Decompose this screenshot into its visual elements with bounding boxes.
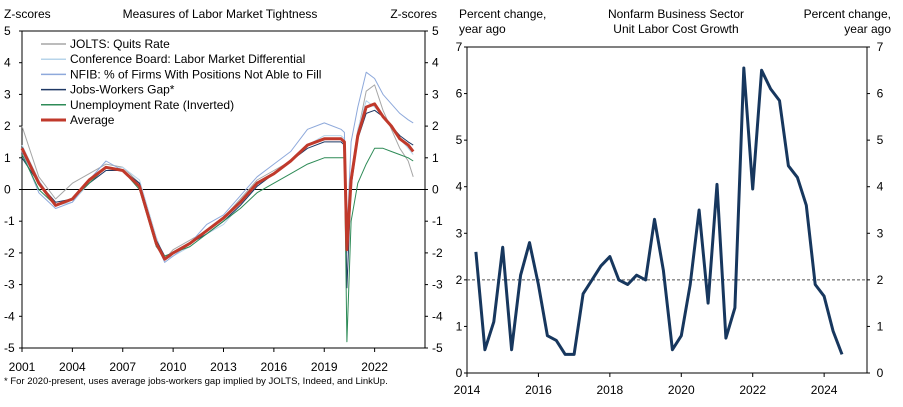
right-chart-y-tick-label-left: 6 <box>456 87 463 101</box>
left-y-ticks-right: 5 4 3 2 1 0 -1 -2 -3 -4 -5 <box>425 24 443 355</box>
right-chart-y-tick-label-right: 0 <box>877 366 884 380</box>
series-line-quits <box>21 84 414 260</box>
right-chart-x-tick-label: 2014 <box>454 383 481 397</box>
right-plot-frame <box>466 46 868 374</box>
left-y-tick-label: 2 <box>4 119 11 133</box>
right-chart-y-tick-label-right: 1 <box>877 319 884 333</box>
series-line-avg <box>20 102 415 261</box>
right-chart-y-tick-label-left: 2 <box>456 273 463 287</box>
left-series-group <box>20 71 415 343</box>
left-x-tick-label: 2004 <box>59 360 86 374</box>
right-y-ticks-left: 7 6 5 4 3 2 1 0 <box>456 40 467 380</box>
right-chart-y-tick-label-right: 7 <box>877 40 884 54</box>
right-chart-y-tick-label-left: 5 <box>456 133 463 147</box>
right-chart-y-tick-label-right: 2 <box>877 273 884 287</box>
left-x-tick-label: 2016 <box>261 360 288 374</box>
right-chart-y-tick-label-right: 3 <box>877 226 884 240</box>
left-x-tick-label: 2022 <box>361 360 388 374</box>
left-y-ticks-left: 5 4 3 2 1 0 -1 -2 -3 -4 -5 <box>4 24 22 355</box>
left-y-tick-label: -5 <box>4 341 15 355</box>
legend-label-gap: Jobs-Workers Gap* <box>70 83 175 97</box>
right-chart-y-tick-label-left: 4 <box>456 180 463 194</box>
right-title-line1: Nonfarm Business Sector <box>608 7 744 21</box>
right-axis-tick-label: -1 <box>432 214 443 228</box>
right-axis-tick-label: -3 <box>432 278 443 292</box>
legend-label-conference: Conference Board: Labor Market Different… <box>70 52 305 66</box>
series-line-unemp <box>21 147 414 343</box>
left-y-tick-label: -1 <box>4 214 15 228</box>
right-axis-tick-label: 2 <box>432 119 439 133</box>
legend-label-quits: JOLTS: Quits Rate <box>70 37 170 51</box>
right-axis-tick-label: 5 <box>432 24 439 38</box>
right-chart-y-tick-label-left: 7 <box>456 40 463 54</box>
left-x-ticks: 2001 2004 2007 2010 2013 2016 2019 2022 <box>9 348 388 374</box>
left-x-tick-label: 2007 <box>109 360 136 374</box>
left-y-tick-label: -2 <box>4 246 15 260</box>
left-y-tick-label: 5 <box>4 24 11 38</box>
left-y-tick-label: 4 <box>4 56 11 70</box>
left-x-tick-label: 2010 <box>160 360 187 374</box>
right-chart-y-tick-label-left: 3 <box>456 226 463 240</box>
left-y-title-left: Z-scores <box>4 7 51 21</box>
left-y-tick-label: 3 <box>4 87 11 101</box>
unit-labor-cost-line <box>474 66 844 356</box>
right-y-ticks-right: 7 6 5 4 3 2 1 0 <box>867 40 884 380</box>
right-chart-y-tick-label-right: 5 <box>877 133 884 147</box>
right-title-line2: Unit Labor Cost Growth <box>613 22 738 36</box>
right-y-title-left-line1: Percent change, <box>459 7 546 21</box>
right-axis-tick-label: -4 <box>432 309 443 323</box>
left-footnote: * For 2020-present, uses average jobs-wo… <box>4 376 388 387</box>
right-y-title-right-line1: Percent change, <box>804 7 891 21</box>
left-x-tick-label: 2019 <box>311 360 338 374</box>
left-x-tick-label: 2001 <box>9 360 36 374</box>
right-chart-y-tick-label-left: 1 <box>456 319 463 333</box>
right-chart-x-tick-label: 2024 <box>811 383 838 397</box>
left-y-tick-label: 1 <box>4 151 11 165</box>
right-series-group <box>474 66 844 356</box>
left-x-tick-label: 2013 <box>210 360 237 374</box>
right-axis-tick-label: 4 <box>432 56 439 70</box>
right-chart: Percent change, year ago Nonfarm Busines… <box>454 7 892 397</box>
left-y-title-right: Z-scores <box>390 7 437 21</box>
right-chart-y-tick-label-left: 0 <box>456 366 463 380</box>
right-x-ticks: 2014 2016 2018 2020 2022 2024 <box>454 373 838 397</box>
left-y-tick-label: -3 <box>4 278 15 292</box>
legend-label-unemp: Unemployment Rate (Inverted) <box>70 98 234 112</box>
left-chart: Z-scores Measures of Labor Market Tightn… <box>4 7 443 387</box>
right-axis-tick-label: 1 <box>432 151 439 165</box>
right-chart-x-tick-label: 2016 <box>525 383 552 397</box>
series-line-nfib <box>21 71 414 263</box>
right-axis-tick-label: 0 <box>432 183 439 197</box>
right-chart-y-tick-label-right: 6 <box>877 87 884 101</box>
right-y-title-left-line2: year ago <box>459 22 506 36</box>
right-chart-y-tick-label-right: 4 <box>877 180 884 194</box>
right-chart-x-tick-label: 2018 <box>597 383 624 397</box>
legend-label-avg: Average <box>70 113 115 127</box>
right-axis-tick-label: -2 <box>432 246 443 260</box>
left-chart-title: Measures of Labor Market Tightness <box>123 7 318 21</box>
right-axis-tick-label: 3 <box>432 87 439 101</box>
right-y-title-right-line2: year ago <box>844 22 891 36</box>
right-chart-x-tick-label: 2020 <box>668 383 695 397</box>
legend-label-nfib: NFIB: % of Firms With Positions Not Able… <box>70 67 321 81</box>
left-y-tick-label: 0 <box>4 183 11 197</box>
right-chart-x-tick-label: 2022 <box>739 383 766 397</box>
left-y-tick-label: -4 <box>4 309 15 323</box>
right-axis-tick-label: -5 <box>432 341 443 355</box>
